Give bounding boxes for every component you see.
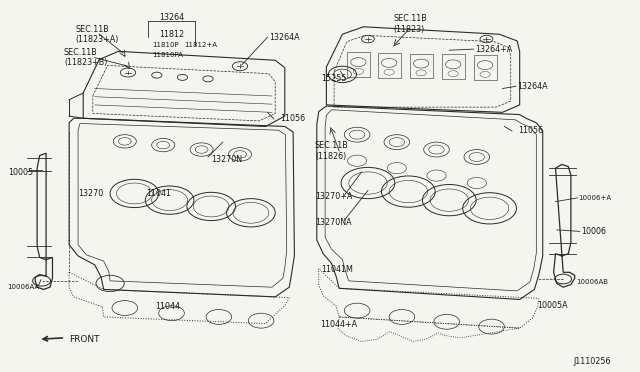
Text: 10006: 10006 [581, 227, 606, 236]
Text: 11041M: 11041M [321, 265, 353, 274]
Text: 11056: 11056 [280, 114, 305, 123]
Text: 15255: 15255 [321, 74, 347, 83]
Text: (11823+B): (11823+B) [64, 58, 108, 67]
Text: 11056: 11056 [518, 126, 543, 135]
Text: (11823): (11823) [394, 25, 425, 33]
Text: 11810PA: 11810PA [152, 52, 183, 58]
Text: 13264: 13264 [159, 13, 184, 22]
Text: 13270N: 13270N [211, 155, 243, 164]
Text: 11041: 11041 [146, 189, 171, 198]
Text: 10005: 10005 [8, 169, 33, 177]
Text: 11044: 11044 [155, 302, 180, 311]
Text: 10006AB: 10006AB [576, 279, 608, 285]
Text: 11812+A: 11812+A [184, 42, 218, 48]
Text: FRONT: FRONT [69, 335, 100, 344]
Text: J1110256: J1110256 [573, 357, 611, 366]
Text: (11823+A): (11823+A) [76, 35, 119, 44]
Text: 11044+A: 11044+A [320, 320, 357, 329]
Text: 13270: 13270 [78, 189, 103, 198]
Text: 10006+A: 10006+A [579, 195, 612, 201]
Text: 13270+A: 13270+A [315, 192, 352, 201]
Text: SEC.11B: SEC.11B [315, 141, 349, 150]
Text: 13264+A: 13264+A [475, 45, 512, 54]
Text: 13264A: 13264A [269, 33, 300, 42]
Text: 11810P: 11810P [152, 42, 179, 48]
Text: 10006AA: 10006AA [8, 284, 40, 290]
Text: 13264A: 13264A [517, 82, 548, 91]
Text: SEC.11B: SEC.11B [394, 14, 428, 23]
Text: (11826): (11826) [315, 152, 346, 161]
Text: 13270NA: 13270NA [315, 218, 351, 227]
Text: SEC.11B: SEC.11B [76, 25, 109, 34]
Text: 10005A: 10005A [538, 301, 568, 310]
Text: 11812: 11812 [159, 30, 184, 39]
Text: SEC.11B: SEC.11B [64, 48, 98, 57]
